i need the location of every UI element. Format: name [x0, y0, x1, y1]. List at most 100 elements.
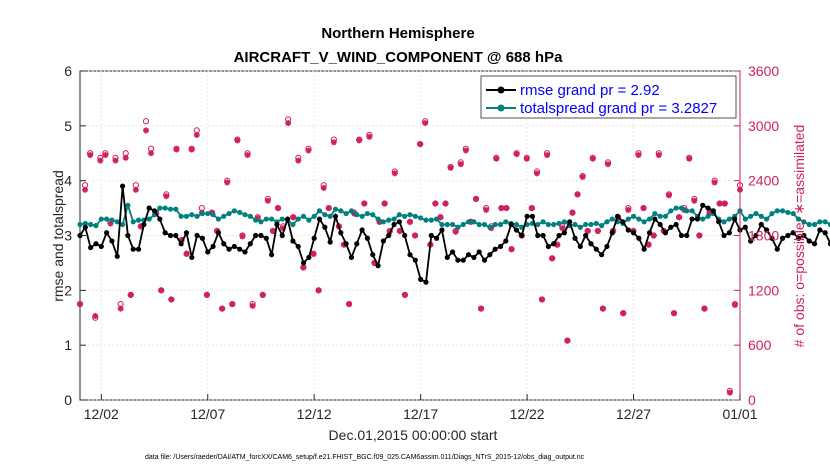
spread-point [790, 210, 796, 217]
spread-point [721, 219, 727, 225]
obs-assimilated-point [224, 179, 231, 186]
spread-point [700, 216, 706, 222]
obs-assimilated-stroke [447, 165, 454, 171]
obs-assimilated-point [127, 291, 134, 298]
spread-point [609, 216, 615, 222]
spread-point [215, 216, 221, 222]
spread-point [322, 212, 328, 218]
rmse-point [508, 221, 514, 228]
rmse-point [764, 227, 770, 233]
obs-assimilated-stroke [158, 287, 164, 293]
spread-point [561, 219, 567, 225]
obs-assimilated-point [356, 137, 363, 144]
spread-point [657, 213, 663, 219]
obs-assimilated-point [569, 209, 576, 216]
obs-assimilated-stroke [717, 200, 723, 207]
rmse-point [167, 232, 174, 239]
obs-assimilated-point [721, 200, 728, 207]
rmse-point [492, 246, 498, 252]
spread-point [588, 221, 594, 228]
rmse-point [604, 243, 610, 250]
rmse-point [694, 216, 701, 222]
spread-point [396, 212, 402, 218]
obs-assimilated-stroke [625, 207, 631, 213]
obs-assimilated-point [620, 310, 627, 317]
rmse-point [173, 232, 179, 239]
rmse-point [785, 232, 791, 239]
obs-assimilated-point [574, 191, 581, 198]
spread-point [449, 221, 456, 228]
rmse-point [311, 235, 317, 241]
obs-assimilated-stroke [87, 152, 93, 158]
obs-assimilated-stroke [97, 157, 103, 164]
spread-point [583, 221, 589, 228]
rmse-point [742, 224, 748, 230]
obs-assimilated-stroke [305, 147, 312, 154]
rmse-point [253, 232, 259, 239]
obs-assimilated-point [234, 137, 241, 144]
obs-assimilated-point [711, 179, 718, 186]
spread-point [130, 219, 136, 225]
rmse-point [135, 246, 142, 252]
obs-assimilated-stroke [711, 179, 718, 186]
rmse-point [524, 213, 530, 219]
obs-assimilated-stroke [585, 228, 591, 234]
y2-tick-label: 600 [748, 337, 772, 353]
spread-point [364, 210, 371, 217]
spread-point [572, 221, 578, 228]
rmse-point [769, 235, 775, 241]
rmse-point [178, 241, 184, 247]
obs-assimilated-point [544, 152, 551, 159]
spread-point [178, 213, 184, 219]
obs-assimilated-stroke [112, 157, 119, 164]
obs-assimilated-stroke [508, 246, 515, 252]
spread-point [481, 221, 488, 228]
obs-assimilated-point [295, 157, 302, 164]
x-tick-label: 12/22 [510, 406, 545, 422]
spread-point [817, 219, 823, 225]
obs-assimilated-stroke [559, 225, 565, 231]
obs-assimilated-stroke [676, 214, 682, 220]
obs-assimilated-point [239, 233, 246, 240]
obs-assimilated-stroke [483, 207, 489, 213]
obs-assimilated-stroke [244, 152, 251, 158]
rmse-point [348, 254, 355, 261]
spread-point [370, 212, 376, 218]
rmse-point [104, 230, 110, 236]
spread-point [402, 213, 408, 219]
obs-assimilated-stroke [458, 161, 464, 167]
obs-assimilated-stroke [321, 185, 327, 191]
rmse-point [327, 239, 333, 245]
obs-assimilated-point [310, 250, 317, 257]
spread-point [673, 205, 679, 211]
spread-point [104, 216, 110, 222]
rmse-point [641, 246, 647, 252]
spread-point [258, 219, 264, 225]
obs-assimilated-point [285, 120, 292, 127]
obs-assimilated-point [361, 200, 368, 207]
rmse-point [93, 241, 99, 247]
spread-point [503, 219, 509, 225]
obs-assimilated-stroke [168, 296, 175, 303]
obs-assimilated-stroke [82, 187, 88, 193]
obs-assimilated-stroke [392, 170, 398, 177]
obs-assimilated-point [533, 170, 540, 177]
x-tick-label: 12/27 [616, 406, 651, 422]
obs-assimilated-stroke [666, 192, 672, 198]
rmse-point [423, 279, 429, 285]
rmse-point [545, 243, 551, 250]
spread-point [237, 209, 243, 216]
rmse-point [487, 252, 493, 258]
spread-point [758, 213, 764, 219]
obs-assimilated-point [605, 161, 611, 168]
rmse-point [258, 232, 264, 239]
obs-assimilated-stroke [290, 214, 296, 220]
obs-assimilated-point [584, 227, 591, 234]
series-layer [77, 183, 830, 285]
spread-point [316, 208, 323, 214]
rmse-point [359, 227, 365, 233]
obs-assimilated-stroke [590, 156, 596, 162]
obs-assimilated-point [503, 205, 510, 212]
y-tick-label: 3 [64, 228, 72, 244]
obs-assimilated-stroke [539, 296, 545, 303]
